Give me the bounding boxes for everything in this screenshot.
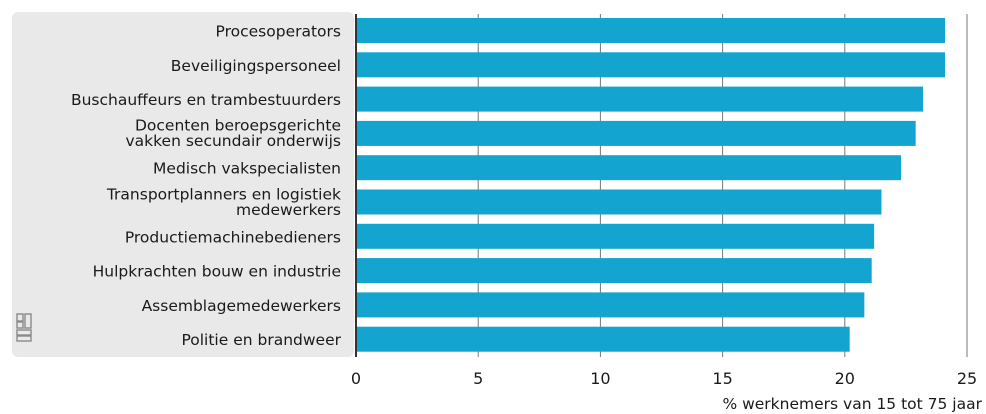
- bar-9: [356, 326, 850, 352]
- x-tick-label-0: 0: [351, 369, 361, 388]
- logo-block: [24, 313, 32, 329]
- bar-6: [356, 223, 875, 249]
- category-label-line: Docenten beroepsgerichte: [135, 117, 341, 135]
- cbs-logo-icon: [16, 313, 32, 342]
- category-label-0: Procesoperators: [216, 23, 341, 41]
- bar-1: [356, 52, 946, 78]
- logo-block: [16, 335, 32, 342]
- category-label-2: Buschauffeurs en trambestuurders: [71, 91, 341, 109]
- logo-block: [16, 329, 32, 336]
- category-labels: Procesoperators Beveiligingspersoneel Busc…: [71, 23, 342, 350]
- logo-block: [16, 313, 24, 322]
- x-tick-label-10: 10: [590, 369, 610, 388]
- label-panel: [12, 12, 354, 357]
- category-label-4: Medisch vakspecialisten: [153, 160, 341, 178]
- bar-7: [356, 258, 872, 284]
- logo-block: [16, 321, 24, 329]
- category-label-6: Productiemachinebedieners: [125, 228, 341, 246]
- category-label-line: Transportplanners en logistiek: [106, 185, 341, 203]
- x-tick-label-5: 5: [473, 369, 483, 388]
- bar-0: [356, 18, 946, 43]
- bar-5: [356, 189, 882, 215]
- category-label-5: Transportplanners en logistiek medewerker…: [106, 185, 341, 219]
- x-tick-label-15: 15: [712, 369, 732, 388]
- category-label-1: Beveiligingspersoneel: [171, 57, 341, 75]
- category-label-line: medewerkers: [236, 201, 341, 219]
- category-label-line: vakken secundair onderwijs: [125, 132, 341, 150]
- bar-4: [356, 155, 902, 181]
- bars: [356, 18, 946, 352]
- x-tick-label-25: 25: [957, 369, 977, 388]
- x-axis-label: % werknemers van 15 tot 75 jaar: [722, 395, 982, 413]
- category-label-8: Assemblagemedewerkers: [142, 297, 341, 315]
- x-tick-label-20: 20: [835, 369, 855, 388]
- bar-8: [356, 292, 865, 318]
- x-tick-labels: 0 5 10 15 20 25: [351, 369, 977, 388]
- category-label-3: Docenten beroepsgerichte vakken secundair…: [125, 117, 341, 151]
- bar-3: [356, 120, 916, 146]
- category-label-9: Politie en brandweer: [181, 331, 341, 349]
- bar-2: [356, 86, 924, 112]
- category-label-7: Hulpkrachten bouw en industrie: [93, 263, 341, 281]
